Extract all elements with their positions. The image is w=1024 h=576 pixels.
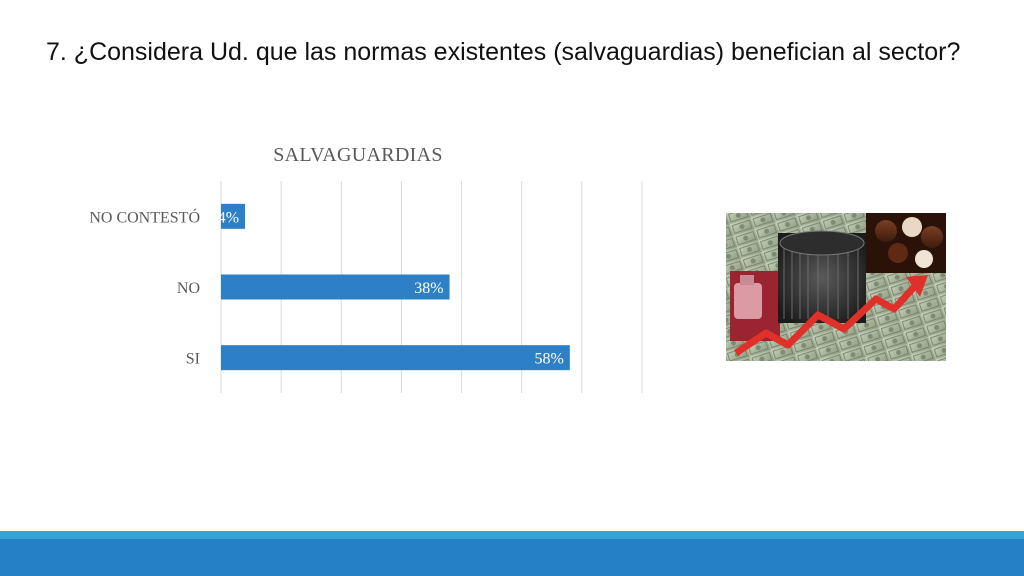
category-label: NO: [177, 280, 200, 297]
chart-title: SALVAGUARDIAS: [273, 144, 443, 166]
footer-accent-bar: [0, 531, 1024, 539]
data-label: 58%: [535, 351, 564, 368]
bar: [221, 203, 246, 229]
bar-chart: NO CONTESTÓ 4% NO 38% SI 58%: [89, 181, 643, 393]
data-label: 38%: [414, 280, 443, 297]
collage-image: [726, 213, 946, 361]
category-label: NO CONTESTÓ: [89, 207, 200, 226]
slide-title: 7. ¿Considera Ud. que las normas existen…: [46, 38, 961, 66]
bar: [221, 274, 450, 300]
data-label: 4%: [218, 209, 239, 226]
footer-bar: [0, 539, 1024, 576]
category-label: SI: [186, 351, 200, 368]
bar: [221, 345, 570, 371]
